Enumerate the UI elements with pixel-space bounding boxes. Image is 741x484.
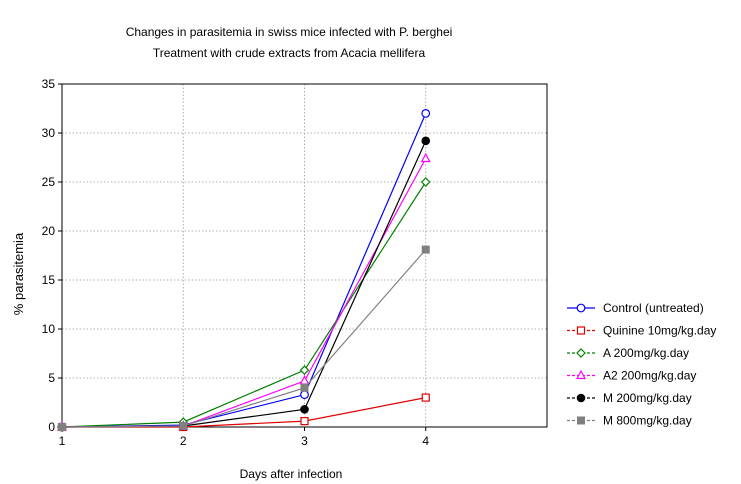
data-point — [179, 422, 188, 431]
series-line — [62, 397, 426, 428]
data-point — [421, 136, 431, 146]
legend-item: Control (untreated) — [567, 301, 704, 315]
data-point — [420, 177, 431, 187]
series-group — [58, 245, 430, 431]
legend-label: A2 200mg/kg.day — [603, 369, 696, 383]
data-point — [421, 393, 430, 402]
y-tick-label: 30 — [42, 126, 56, 140]
series-line — [61, 181, 427, 428]
data-point — [300, 390, 309, 400]
y-tick-label: 20 — [42, 224, 56, 238]
legend-label: M 200mg/kg.day — [603, 391, 692, 405]
legend-marker — [577, 416, 585, 425]
legend-item: A 200mg/kg.day — [567, 346, 689, 360]
y-axis-label: % parasitemia — [11, 232, 26, 315]
data-point — [58, 423, 66, 431]
y-tick-label: 0 — [48, 420, 55, 434]
y-tick-label: 25 — [42, 175, 56, 189]
data-point — [300, 417, 309, 426]
series-line — [61, 249, 427, 428]
data-series — [57, 108, 431, 432]
x-tick-label: 4 — [422, 434, 429, 448]
data-point — [300, 405, 309, 414]
series-line — [61, 140, 427, 428]
chart-title: Changes in parasitemia in swiss mice inf… — [126, 25, 453, 39]
series-group — [57, 108, 431, 432]
series-group — [57, 152, 431, 431]
legend-marker — [576, 393, 586, 403]
y-tick-label: 5 — [48, 371, 55, 385]
legend-item: Quinine 10mg/kg.day — [567, 324, 716, 338]
x-axis: 1 2 3 4 — [59, 427, 429, 448]
legend-label: M 800mg/kg.day — [603, 414, 692, 428]
x-tick-label: 3 — [301, 434, 308, 448]
series-group — [57, 177, 431, 432]
legend-label: A 200mg/kg.day — [603, 346, 689, 360]
y-tick-label: 35 — [42, 77, 56, 91]
y-tick-label: 10 — [42, 322, 56, 336]
legend-item: M 800mg/kg.day — [567, 414, 692, 428]
legend-item: M 200mg/kg.day — [567, 391, 692, 405]
data-point — [299, 365, 310, 376]
legend-label: Control (untreated) — [603, 301, 704, 315]
legend-marker — [576, 348, 586, 358]
legend-marker — [576, 326, 586, 335]
x-axis-label: Days after infection — [240, 467, 343, 481]
data-point — [421, 108, 431, 118]
x-tick-label: 2 — [180, 434, 187, 448]
chart-subtitle: Treatment with crude extracts from Acaci… — [153, 46, 426, 60]
data-point — [300, 383, 309, 392]
y-axis: 0 5 10 15 20 25 30 35 — [42, 77, 62, 434]
series-group — [57, 136, 431, 432]
legend: Control (untreated) Quinine 10mg/kg.day A … — [567, 301, 716, 428]
y-tick-label: 15 — [42, 273, 56, 287]
legend-label: Quinine 10mg/kg.day — [603, 324, 716, 338]
series-line — [61, 158, 427, 428]
x-tick-label: 1 — [59, 434, 66, 448]
data-point — [421, 245, 430, 254]
series-line — [61, 113, 427, 428]
legend-marker — [576, 369, 586, 380]
legend-marker — [576, 303, 586, 313]
data-point — [299, 375, 310, 385]
legend-item: A2 200mg/kg.day — [567, 369, 696, 383]
data-point — [420, 152, 431, 163]
